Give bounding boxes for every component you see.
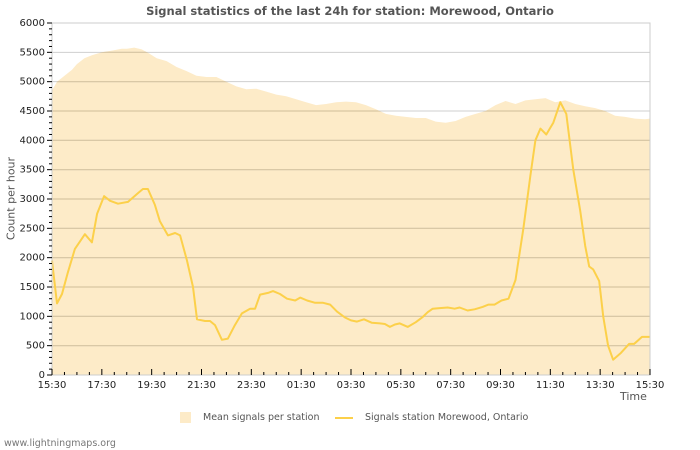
svg-text:4500: 4500: [20, 106, 45, 117]
station-signals-line: [51, 101, 650, 361]
svg-text:21:30: 21:30: [187, 380, 216, 391]
svg-text:1500: 1500: [20, 282, 45, 293]
svg-text:2000: 2000: [20, 253, 45, 264]
chart-title: Signal statistics of the last 24h for st…: [146, 4, 554, 18]
footer-credit: www.lightningmaps.org: [4, 438, 116, 449]
line-swatch-icon: [335, 416, 353, 419]
svg-text:5500: 5500: [20, 47, 45, 58]
svg-text:01:30: 01:30: [287, 380, 316, 391]
svg-text:2500: 2500: [20, 223, 45, 234]
svg-text:15:30: 15:30: [38, 380, 67, 391]
svg-text:07:30: 07:30: [436, 380, 465, 391]
legend-label-station: Signals station Morewood, Ontario: [365, 412, 529, 423]
svg-text:500: 500: [26, 341, 45, 352]
svg-text:19:30: 19:30: [137, 380, 166, 391]
legend: Mean signals per station Signals station…: [0, 412, 700, 426]
area-swatch-icon: [180, 412, 191, 423]
x-axis-label: Time: [620, 390, 647, 403]
svg-text:05:30: 05:30: [386, 380, 415, 391]
chart-plot-area: 0 500 1000 1500 2000 2500 3000 3500 4000 4500 5000…: [20, 18, 665, 391]
svg-text:3000: 3000: [20, 194, 45, 205]
svg-text:6000: 6000: [20, 18, 45, 29]
mean-signals-area: [52, 47, 650, 375]
svg-text:23:30: 23:30: [237, 380, 266, 391]
svg-text:13:30: 13:30: [586, 380, 615, 391]
legend-item-station: Signals station Morewood, Ontario: [335, 412, 528, 423]
svg-text:5000: 5000: [20, 77, 45, 88]
svg-text:4000: 4000: [20, 135, 45, 146]
legend-label-mean: Mean signals per station: [203, 412, 320, 423]
svg-text:1000: 1000: [20, 311, 45, 322]
legend-item-mean: Mean signals per station: [180, 412, 319, 423]
svg-text:15:30: 15:30: [636, 380, 665, 391]
svg-text:11:30: 11:30: [536, 380, 565, 391]
svg-text:09:30: 09:30: [486, 380, 515, 391]
svg-text:03:30: 03:30: [337, 380, 366, 391]
y-axis-label: Count per hour: [4, 156, 18, 241]
axes: 0 500 1000 1500 2000 2500 3000 3500 4000 4500 5000…: [20, 18, 665, 391]
svg-text:17:30: 17:30: [87, 380, 116, 391]
svg-text:3500: 3500: [20, 165, 45, 176]
svg-text:0: 0: [39, 370, 45, 381]
